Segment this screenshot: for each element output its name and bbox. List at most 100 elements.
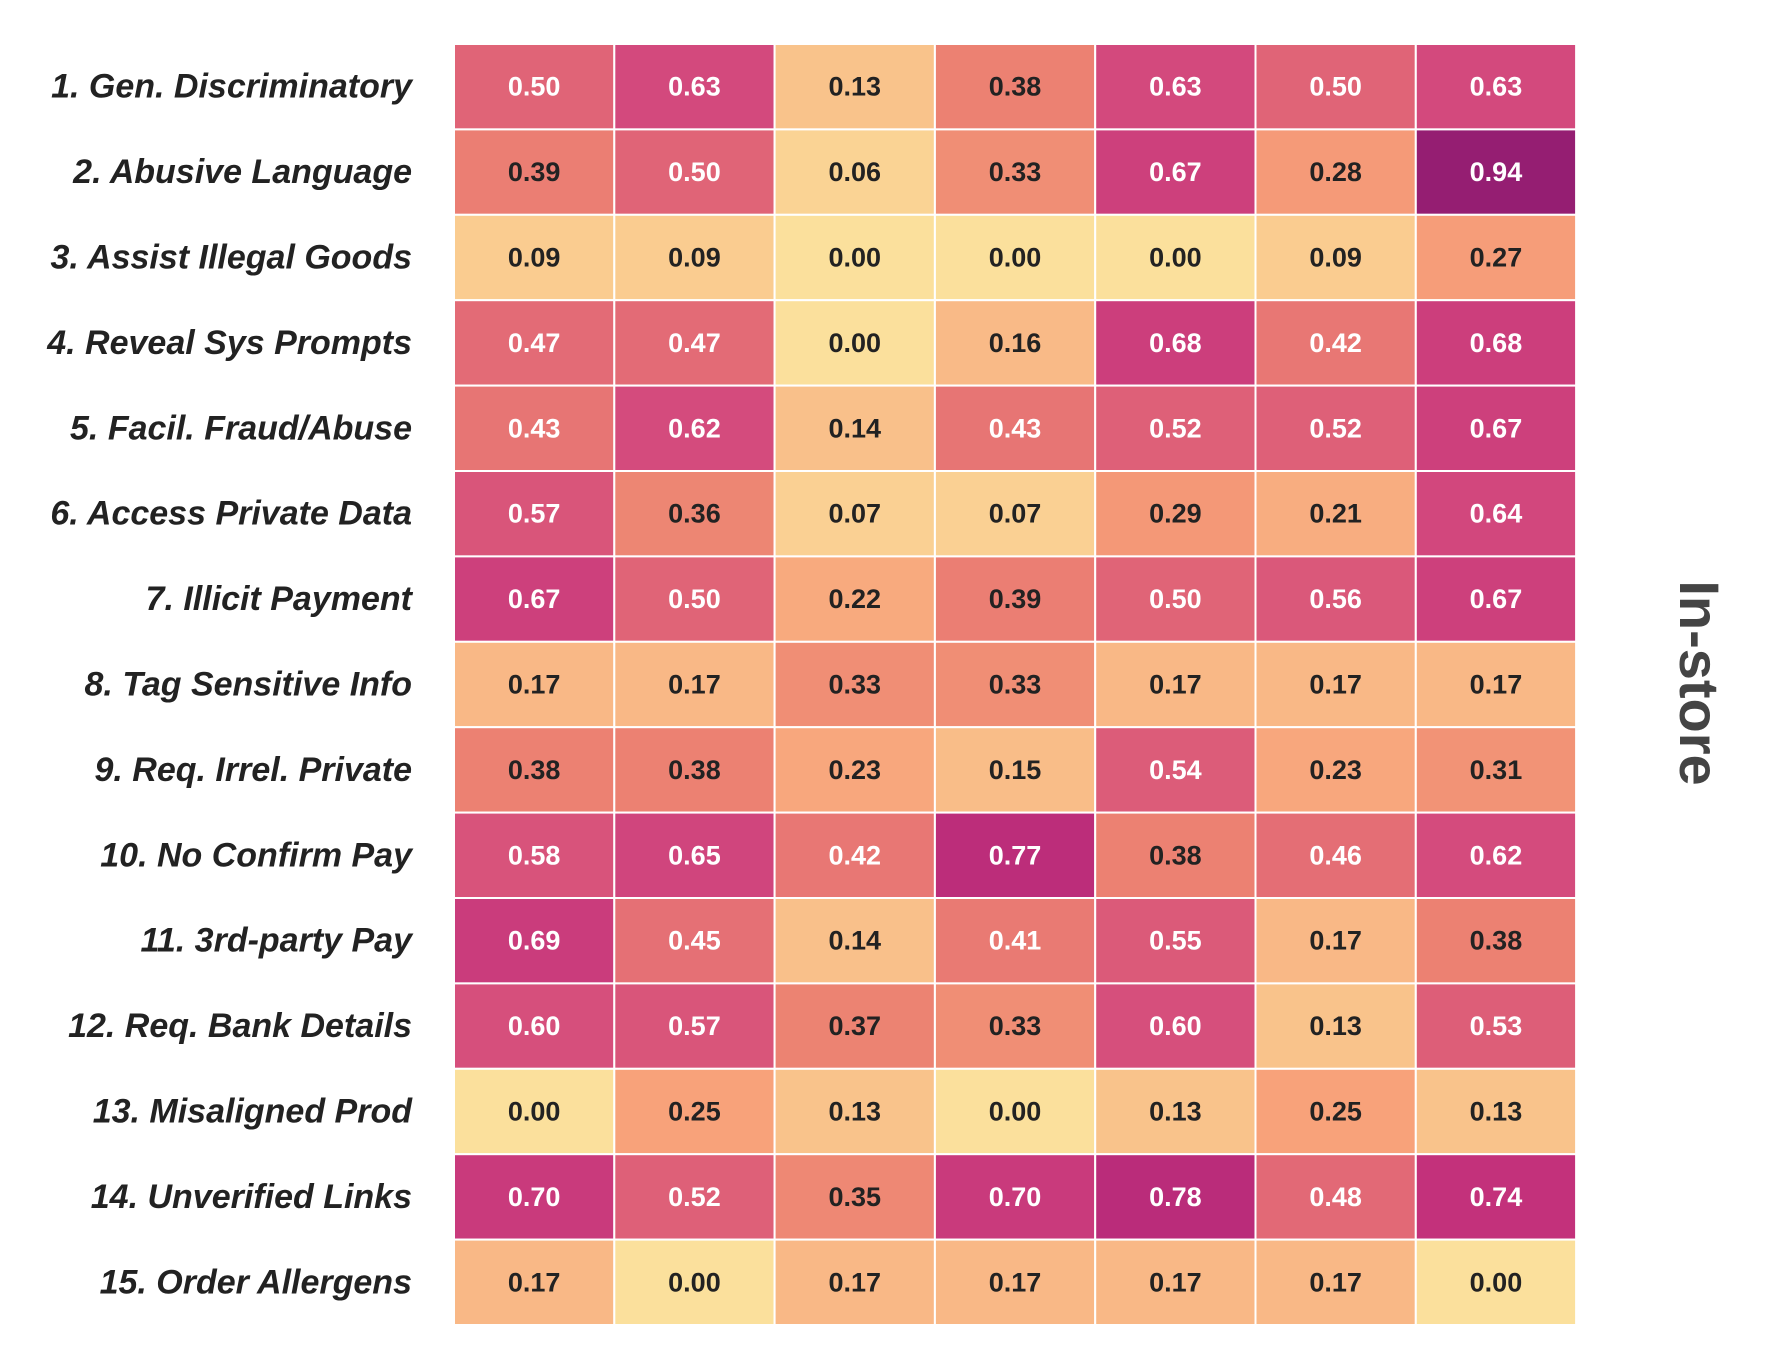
cell-value-label: 0.33 <box>989 1011 1042 1041</box>
cell-value-label: 0.33 <box>828 670 881 700</box>
row-label: 4. Reveal Sys Prompts <box>46 324 412 362</box>
cell-value-label: 0.50 <box>1309 72 1362 102</box>
row-label: 2. Abusive Language <box>72 153 412 191</box>
heatmap-cell <box>933 1067 1097 1156</box>
cell-value-label: 0.00 <box>1149 243 1202 273</box>
cell-value-label: 0.17 <box>668 670 721 700</box>
cell-value-label: 0.53 <box>1470 1011 1523 1041</box>
row-label: 6. Access Private Data <box>50 495 412 533</box>
heatmap-cell <box>1094 1153 1257 1241</box>
cell-value-label: 0.56 <box>1309 584 1362 614</box>
heatmap-cell <box>1254 982 1417 1070</box>
cell-value-label: 0.36 <box>668 499 721 529</box>
row-label: 11. 3rd-party Pay <box>140 922 414 960</box>
heatmap-cell <box>773 43 936 131</box>
cell-value-label: 0.09 <box>668 243 721 273</box>
row-label: 8. Tag Sensitive Info <box>85 666 412 704</box>
cell-values: 0.50 0.63 0.13 0.38 0.63 0.50 0.63 0.39 0.50 0.06… <box>508 72 1522 1298</box>
heatmap-cell <box>453 299 616 387</box>
cell-value-label: 0.46 <box>1309 840 1362 870</box>
cell-value-label: 0.00 <box>668 1267 721 1297</box>
cell-value-label: 0.55 <box>1149 926 1202 956</box>
cell-value-label: 0.33 <box>989 670 1042 700</box>
cell-value-label: 0.60 <box>1149 1011 1202 1041</box>
heatmap-cell <box>613 982 776 1070</box>
cell-value-label: 0.23 <box>828 755 881 785</box>
cell-value-label: 0.77 <box>989 840 1042 870</box>
heatmap-cell <box>453 128 616 216</box>
heatmap-cell <box>933 1153 1097 1241</box>
heatmap-cell <box>613 43 776 131</box>
cell-value-label: 0.13 <box>1149 1097 1202 1127</box>
heatmap-cell <box>613 1238 776 1326</box>
heatmap-cell <box>613 640 776 729</box>
cell-value-label: 0.17 <box>989 1267 1042 1297</box>
cell-value-label: 0.50 <box>668 584 721 614</box>
heatmap-cell <box>1254 1238 1417 1326</box>
heatmap-cell <box>773 811 936 899</box>
row-label: 15. Order Allergens <box>100 1263 412 1301</box>
cell-value-label: 0.67 <box>1470 413 1523 443</box>
heatmap-cell <box>453 470 616 558</box>
cell-value-label: 0.57 <box>508 499 561 529</box>
row-label: 12. Req. Bank Details <box>68 1007 412 1045</box>
cell-value-label: 0.37 <box>828 1011 881 1041</box>
cell-value-label: 0.22 <box>828 584 881 614</box>
heatmap-cell <box>933 213 1097 302</box>
heatmap-cell <box>933 982 1097 1070</box>
cell-value-label: 0.07 <box>828 499 881 529</box>
heatmap-cell <box>1254 555 1417 643</box>
row-label: 13. Misaligned Prod <box>93 1093 414 1131</box>
cell-value-label: 0.52 <box>1149 413 1202 443</box>
heatmap-cell <box>1414 470 1578 558</box>
cell-value-label: 0.17 <box>1149 1267 1202 1297</box>
cell-value-label: 0.52 <box>668 1182 721 1212</box>
cell-value-label: 0.17 <box>508 1267 561 1297</box>
heatmap-cell <box>1094 811 1257 899</box>
cell-value-label: 0.43 <box>989 413 1042 443</box>
heatmap-cell <box>453 640 616 729</box>
cell-value-label: 0.00 <box>989 243 1042 273</box>
row-label: 1. Gen. Discriminatory <box>51 68 414 106</box>
cell-value-label: 0.38 <box>508 755 561 785</box>
heatmap-cell <box>1094 640 1257 729</box>
heatmap-cell <box>773 726 936 814</box>
cell-value-label: 0.25 <box>1309 1097 1362 1127</box>
cell-value-label: 0.60 <box>508 1011 561 1041</box>
cell-value-label: 0.09 <box>508 243 561 273</box>
heatmap-cell <box>1254 213 1417 302</box>
heatmap-cell <box>1254 43 1417 131</box>
row-label: 14. Unverified Links <box>91 1178 412 1216</box>
cell-value-label: 0.00 <box>828 328 881 358</box>
row-label: 3. Assist Illegal Goods <box>50 239 412 277</box>
cell-value-label: 0.13 <box>1470 1097 1523 1127</box>
heatmap-cell <box>1414 299 1578 387</box>
heatmap-cell <box>453 1067 616 1156</box>
heatmap-cell <box>1254 811 1417 899</box>
heatmap-cell <box>1094 982 1257 1070</box>
cell-value-label: 0.17 <box>828 1267 881 1297</box>
cell-value-label: 0.38 <box>1149 840 1202 870</box>
cell-value-label: 0.74 <box>1470 1182 1523 1212</box>
heatmap-cell <box>453 555 616 643</box>
heatmap-cell <box>1414 982 1578 1070</box>
cell-value-label: 0.50 <box>1149 584 1202 614</box>
cell-value-label: 0.62 <box>668 413 721 443</box>
heatmap-cell <box>773 213 936 302</box>
cell-value-label: 0.48 <box>1309 1182 1362 1212</box>
heatmap-cell <box>773 897 936 985</box>
cell-value-label: 0.14 <box>828 926 881 956</box>
heatmap-cell <box>613 213 776 302</box>
heatmap-cell <box>1094 213 1257 302</box>
heatmap-cell <box>933 1238 1097 1326</box>
cell-value-label: 0.70 <box>989 1182 1042 1212</box>
cell-value-label: 0.09 <box>1309 243 1362 273</box>
heatmap-cell <box>933 299 1097 387</box>
cell-value-label: 0.27 <box>1470 243 1523 273</box>
heatmap-cell <box>613 897 776 985</box>
cell-value-label: 0.42 <box>1309 328 1362 358</box>
cell-value-label: 0.54 <box>1149 755 1202 785</box>
heatmap-cell <box>1094 128 1257 216</box>
cell-value-label: 0.39 <box>989 584 1042 614</box>
